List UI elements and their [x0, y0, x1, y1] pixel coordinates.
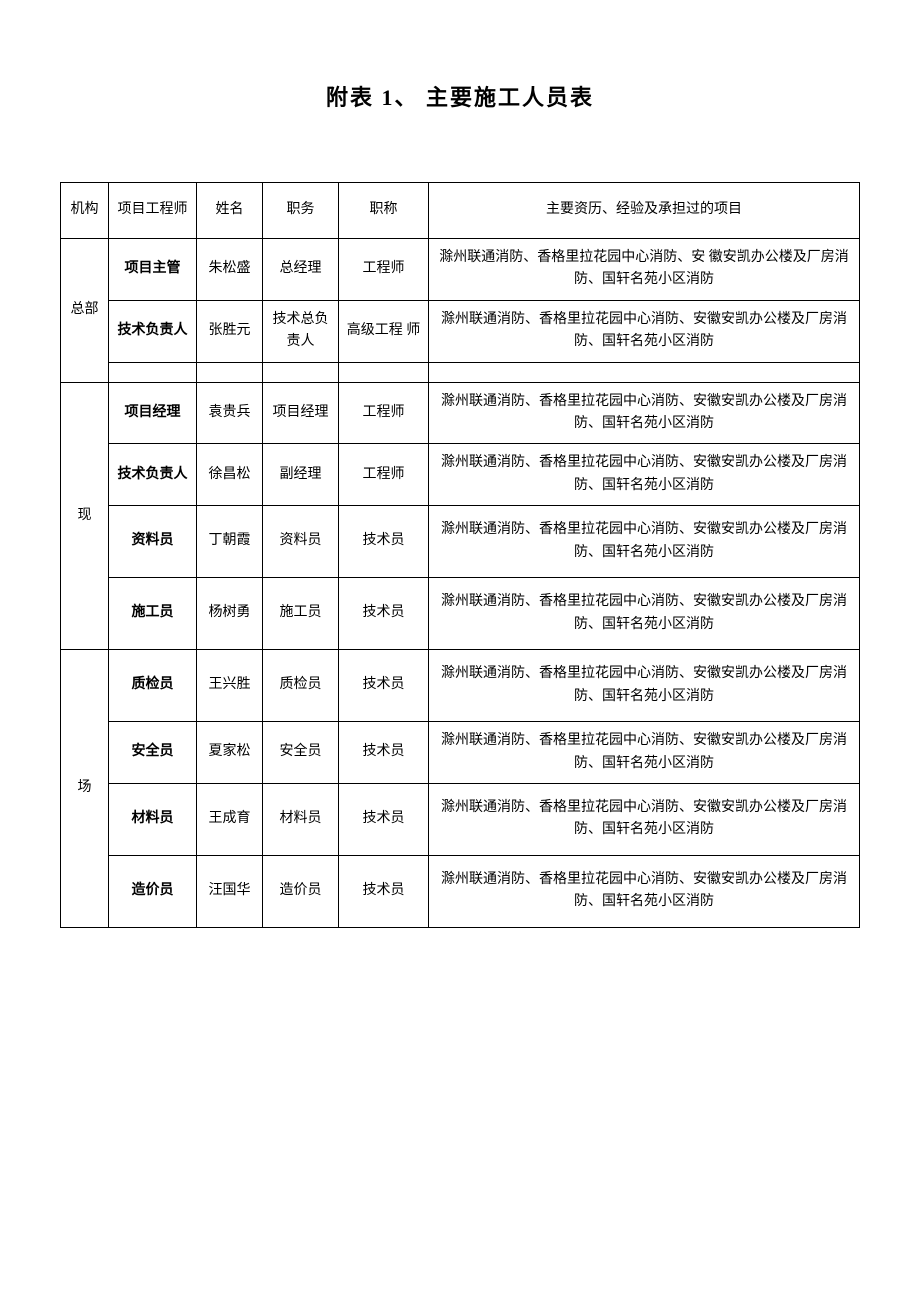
cell-qual: 滁州联通消防、香格里拉花园中心消防、安徽安凯办公楼及厂房消防、国轩名苑小区消防 [429, 783, 860, 855]
cell-name: 张胜元 [197, 300, 263, 362]
table-row: 技术负责人 徐昌松 副经理 工程师 滁州联通消防、香格里拉花园中心消防、安徽安凯… [61, 444, 860, 506]
personnel-table: 机构 项目工程师 姓名 职务 职称 主要资历、经验及承担过的项目 总部 项目主管… [60, 182, 860, 928]
cell-duty: 安全员 [263, 722, 339, 784]
header-role: 项目工程师 [109, 183, 197, 239]
cell-name: 朱松盛 [197, 239, 263, 301]
cell-name: 夏家松 [197, 722, 263, 784]
cell-jobtitle: 工程师 [339, 382, 429, 444]
cell-jobtitle: 技术员 [339, 578, 429, 650]
cell-jobtitle: 工程师 [339, 444, 429, 506]
cell-jobtitle: 工程师 [339, 239, 429, 301]
cell-duty: 施工员 [263, 578, 339, 650]
table-row: 技术负责人 张胜元 技术总负责人 高级工程 师 滁州联通消防、香格里拉花园中心消… [61, 300, 860, 362]
cell-role: 材料员 [109, 783, 197, 855]
cell-name: 丁朝霞 [197, 506, 263, 578]
cell-duty: 质检员 [263, 650, 339, 722]
header-org: 机构 [61, 183, 109, 239]
cell-role: 施工员 [109, 578, 197, 650]
table-row: 施工员 杨树勇 施工员 技术员 滁州联通消防、香格里拉花园中心消防、安徽安凯办公… [61, 578, 860, 650]
header-name: 姓名 [197, 183, 263, 239]
table-row: 造价员 汪国华 造价员 技术员 滁州联通消防、香格里拉花园中心消防、安徽安凯办公… [61, 855, 860, 927]
cell-duty: 副经理 [263, 444, 339, 506]
cell-duty: 项目经理 [263, 382, 339, 444]
cell-duty: 总经理 [263, 239, 339, 301]
cell-role: 项目经理 [109, 382, 197, 444]
cell-name: 徐昌松 [197, 444, 263, 506]
cell-name: 杨树勇 [197, 578, 263, 650]
cell-role: 技术负责人 [109, 444, 197, 506]
cell-jobtitle: 技术员 [339, 650, 429, 722]
header-duty: 职务 [263, 183, 339, 239]
cell-qual: 滁州联通消防、香格里拉花园中心消防、安徽安凯办公楼及厂房消防、国轩名苑小区消防 [429, 578, 860, 650]
table-row-spacer [61, 362, 860, 382]
cell-jobtitle: 技术员 [339, 722, 429, 784]
cell-duty: 材料员 [263, 783, 339, 855]
table-row: 场 质检员 王兴胜 质检员 技术员 滁州联通消防、香格里拉花园中心消防、安徽安凯… [61, 650, 860, 722]
cell-qual: 滁州联通消防、香格里拉花园中心消防、安徽安凯办公楼及厂房消防、国轩名苑小区消防 [429, 855, 860, 927]
cell-role: 技术负责人 [109, 300, 197, 362]
cell-name: 汪国华 [197, 855, 263, 927]
cell-duty: 技术总负责人 [263, 300, 339, 362]
table-row: 安全员 夏家松 安全员 技术员 滁州联通消防、香格里拉花园中心消防、安徽安凯办公… [61, 722, 860, 784]
cell-qual: 滁州联通消防、香格里拉花园中心消防、安徽安凯办公楼及厂房消防、国轩名苑小区消防 [429, 650, 860, 722]
cell-jobtitle: 高级工程 师 [339, 300, 429, 362]
org-site2-cell: 场 [61, 650, 109, 928]
org-hq-cell: 总部 [61, 239, 109, 383]
cell-duty: 资料员 [263, 506, 339, 578]
cell-jobtitle: 技术员 [339, 855, 429, 927]
cell-duty: 造价员 [263, 855, 339, 927]
cell-qual: 滁州联通消防、香格里拉花园中心消防、安徽安凯办公楼及厂房消防、国轩名苑小区消防 [429, 722, 860, 784]
table-row: 材料员 王成育 材料员 技术员 滁州联通消防、香格里拉花园中心消防、安徽安凯办公… [61, 783, 860, 855]
cell-name: 王成育 [197, 783, 263, 855]
header-jobtitle: 职称 [339, 183, 429, 239]
cell-role: 项目主管 [109, 239, 197, 301]
cell-qual: 滁州联通消防、香格里拉花园中心消防、安 徽安凯办公楼及厂房消防、国轩名苑小区消防 [429, 239, 860, 301]
cell-qual: 滁州联通消防、香格里拉花园中心消防、安徽安凯办公楼及厂房消防、国轩名苑小区消防 [429, 382, 860, 444]
page-title: 附表 1、 主要施工人员表 [60, 80, 860, 112]
cell-role: 资料员 [109, 506, 197, 578]
cell-role: 质检员 [109, 650, 197, 722]
table-row: 现 项目经理 袁贵兵 项目经理 工程师 滁州联通消防、香格里拉花园中心消防、安徽… [61, 382, 860, 444]
cell-qual: 滁州联通消防、香格里拉花园中心消防、安徽安凯办公楼及厂房消防、国轩名苑小区消防 [429, 300, 860, 362]
cell-name: 王兴胜 [197, 650, 263, 722]
cell-jobtitle: 技术员 [339, 783, 429, 855]
table-header-row: 机构 项目工程师 姓名 职务 职称 主要资历、经验及承担过的项目 [61, 183, 860, 239]
cell-jobtitle: 技术员 [339, 506, 429, 578]
cell-qual: 滁州联通消防、香格里拉花园中心消防、安徽安凯办公楼及厂房消防、国轩名苑小区消防 [429, 444, 860, 506]
table-row: 总部 项目主管 朱松盛 总经理 工程师 滁州联通消防、香格里拉花园中心消防、安 … [61, 239, 860, 301]
cell-name: 袁贵兵 [197, 382, 263, 444]
org-site1-cell: 现 [61, 382, 109, 650]
cell-qual: 滁州联通消防、香格里拉花园中心消防、安徽安凯办公楼及厂房消防、国轩名苑小区消防 [429, 506, 860, 578]
cell-role: 造价员 [109, 855, 197, 927]
header-qual: 主要资历、经验及承担过的项目 [429, 183, 860, 239]
table-row: 资料员 丁朝霞 资料员 技术员 滁州联通消防、香格里拉花园中心消防、安徽安凯办公… [61, 506, 860, 578]
cell-role: 安全员 [109, 722, 197, 784]
